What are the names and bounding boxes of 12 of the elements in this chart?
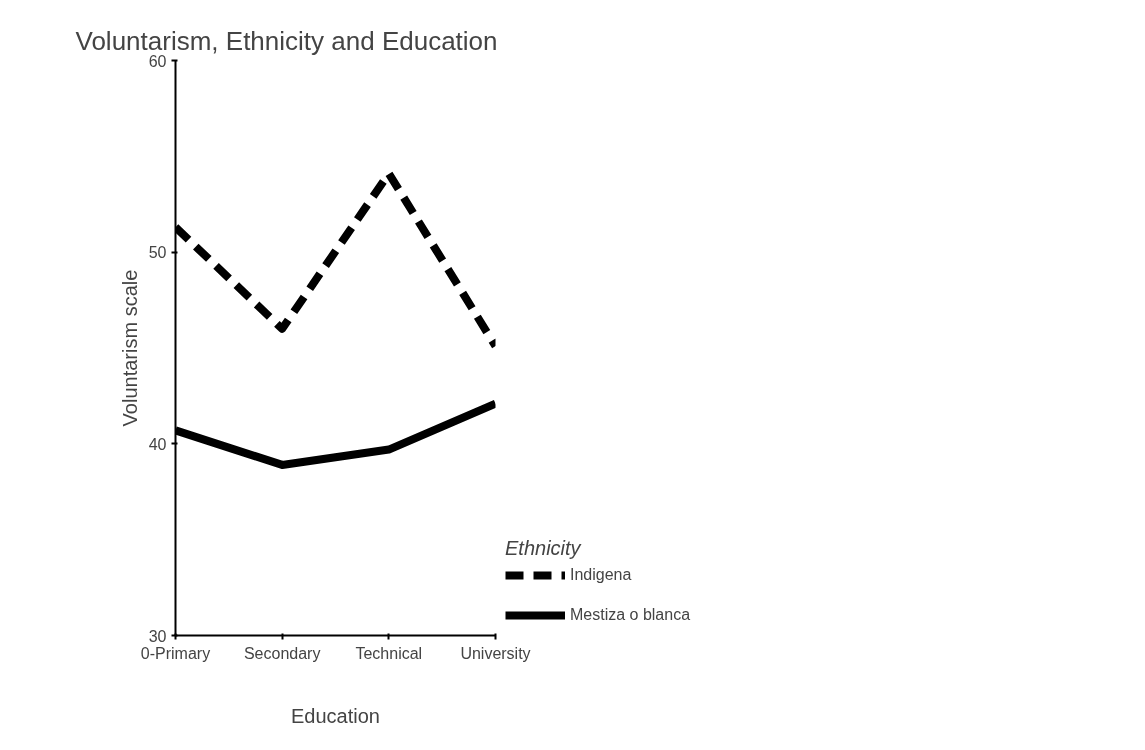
x-tick-label: 0-Primary: [140, 644, 211, 662]
x-axis-title: Education: [291, 704, 380, 727]
legend-label: Indigena: [570, 566, 632, 584]
y-tick-label: 40: [148, 435, 167, 453]
legend-title: Ethnicity: [505, 537, 583, 560]
x-tick-label: Technical: [355, 644, 423, 662]
y-tick-label: 50: [148, 244, 167, 262]
x-tick-label: Secondary: [243, 644, 321, 662]
y-axis-title: Voluntarism scale: [118, 269, 141, 427]
legend-label: Mestiza o blanca: [570, 606, 691, 624]
x-tick-label: University: [460, 644, 531, 662]
y-tick-label: 30: [148, 627, 167, 645]
